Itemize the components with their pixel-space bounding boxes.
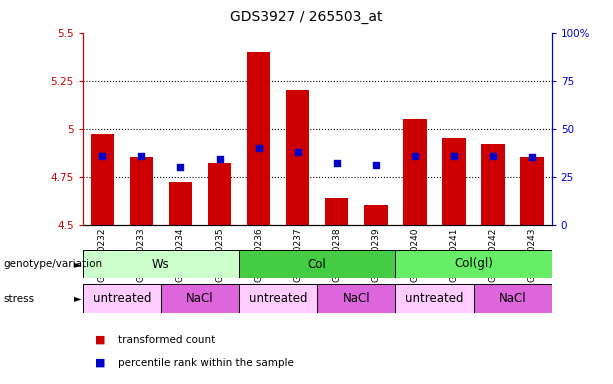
Bar (443, 138, 466, 225)
Bar (520, 157, 544, 225)
Text: untreated: untreated (405, 292, 463, 305)
Bar (395, 250, 552, 278)
Bar (83, 250, 239, 278)
Text: genotype/variation: genotype/variation (3, 259, 102, 269)
Text: untreated: untreated (93, 292, 151, 305)
Text: ►: ► (74, 259, 82, 269)
Bar (247, 52, 270, 225)
Bar (130, 157, 153, 225)
Bar (239, 250, 395, 278)
Bar (169, 182, 192, 225)
Point (488, 152, 498, 159)
Text: ■: ■ (95, 358, 105, 368)
Text: transformed count: transformed count (118, 335, 216, 345)
Bar (318, 284, 395, 313)
Text: Col(gl): Col(gl) (454, 258, 493, 270)
Point (254, 145, 264, 151)
Bar (481, 144, 504, 225)
Text: Col: Col (308, 258, 327, 270)
Bar (395, 284, 474, 313)
Text: NaCl: NaCl (499, 292, 527, 305)
Text: percentile rank within the sample: percentile rank within the sample (118, 358, 294, 368)
Bar (474, 284, 552, 313)
Text: untreated: untreated (249, 292, 307, 305)
Bar (91, 134, 114, 225)
Text: GDS3927 / 265503_at: GDS3927 / 265503_at (230, 10, 383, 23)
Bar (286, 90, 310, 225)
Bar (83, 284, 161, 313)
Text: stress: stress (3, 293, 34, 304)
Bar (364, 205, 387, 225)
Bar (403, 119, 427, 225)
Text: NaCl: NaCl (343, 292, 370, 305)
Point (410, 152, 420, 159)
Point (527, 154, 537, 161)
Point (332, 160, 341, 166)
Point (215, 156, 224, 162)
Point (293, 149, 303, 155)
Text: ►: ► (74, 293, 82, 304)
Text: Ws: Ws (152, 258, 170, 270)
Bar (239, 284, 318, 313)
Point (97, 152, 107, 159)
Point (371, 162, 381, 168)
Bar (161, 284, 239, 313)
Bar (325, 198, 348, 225)
Bar (208, 163, 231, 225)
Text: ■: ■ (95, 335, 105, 345)
Point (175, 164, 185, 170)
Point (449, 152, 459, 159)
Text: NaCl: NaCl (186, 292, 214, 305)
Point (137, 152, 147, 159)
